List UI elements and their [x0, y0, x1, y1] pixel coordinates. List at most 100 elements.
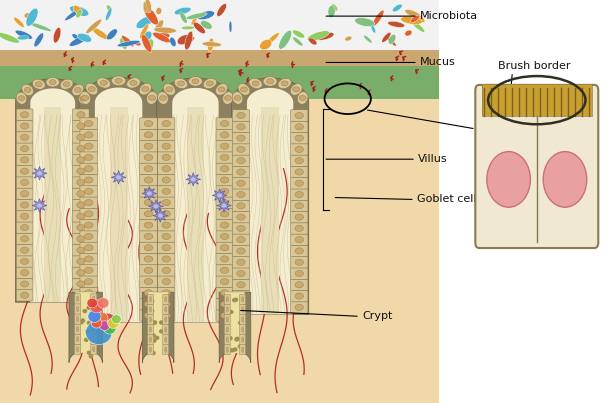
Ellipse shape	[84, 301, 93, 307]
Polygon shape	[187, 107, 204, 322]
Ellipse shape	[144, 290, 152, 296]
FancyBboxPatch shape	[140, 129, 157, 141]
Ellipse shape	[144, 278, 152, 285]
FancyBboxPatch shape	[290, 200, 308, 212]
Ellipse shape	[278, 78, 291, 89]
FancyBboxPatch shape	[157, 197, 175, 208]
FancyBboxPatch shape	[216, 174, 233, 186]
FancyBboxPatch shape	[216, 264, 233, 276]
FancyBboxPatch shape	[16, 165, 33, 177]
Ellipse shape	[220, 188, 229, 194]
FancyBboxPatch shape	[163, 345, 169, 355]
Ellipse shape	[149, 327, 151, 332]
Ellipse shape	[328, 5, 336, 17]
Ellipse shape	[281, 81, 288, 86]
Ellipse shape	[220, 233, 229, 239]
Ellipse shape	[21, 157, 29, 163]
FancyBboxPatch shape	[74, 324, 81, 334]
Ellipse shape	[140, 24, 149, 38]
Ellipse shape	[229, 21, 232, 32]
Ellipse shape	[185, 31, 193, 50]
Ellipse shape	[144, 301, 152, 307]
FancyBboxPatch shape	[157, 242, 175, 253]
Ellipse shape	[203, 78, 217, 89]
Circle shape	[149, 299, 154, 303]
Ellipse shape	[162, 222, 171, 228]
Ellipse shape	[77, 236, 85, 242]
Polygon shape	[79, 77, 158, 322]
FancyBboxPatch shape	[16, 233, 33, 245]
Ellipse shape	[77, 258, 85, 264]
FancyBboxPatch shape	[73, 131, 89, 143]
FancyBboxPatch shape	[80, 231, 98, 242]
Ellipse shape	[220, 278, 229, 285]
Ellipse shape	[84, 211, 93, 217]
Ellipse shape	[144, 233, 152, 239]
Ellipse shape	[162, 120, 171, 127]
FancyBboxPatch shape	[73, 109, 89, 120]
Ellipse shape	[154, 204, 159, 208]
Ellipse shape	[70, 6, 89, 16]
Ellipse shape	[86, 83, 98, 95]
Ellipse shape	[293, 37, 303, 46]
Circle shape	[152, 339, 157, 343]
FancyBboxPatch shape	[73, 188, 89, 199]
Ellipse shape	[134, 42, 141, 46]
Ellipse shape	[165, 327, 167, 332]
Ellipse shape	[165, 307, 167, 312]
Ellipse shape	[144, 267, 152, 273]
Ellipse shape	[191, 177, 196, 181]
FancyBboxPatch shape	[74, 294, 81, 304]
Ellipse shape	[77, 134, 85, 140]
FancyBboxPatch shape	[80, 287, 98, 299]
Ellipse shape	[315, 32, 334, 40]
FancyBboxPatch shape	[232, 121, 249, 133]
Ellipse shape	[178, 35, 190, 45]
Polygon shape	[186, 172, 201, 186]
Circle shape	[159, 329, 163, 334]
FancyBboxPatch shape	[16, 244, 33, 256]
Ellipse shape	[149, 337, 151, 343]
FancyBboxPatch shape	[140, 163, 157, 174]
Ellipse shape	[142, 87, 149, 91]
Circle shape	[85, 329, 90, 334]
Ellipse shape	[21, 224, 29, 231]
FancyBboxPatch shape	[157, 298, 175, 310]
Ellipse shape	[165, 347, 167, 353]
Ellipse shape	[21, 168, 29, 174]
Polygon shape	[261, 107, 279, 314]
FancyBboxPatch shape	[224, 345, 231, 355]
Circle shape	[238, 344, 243, 349]
FancyBboxPatch shape	[232, 143, 249, 155]
FancyBboxPatch shape	[240, 304, 246, 314]
Polygon shape	[75, 292, 96, 360]
Ellipse shape	[192, 79, 199, 84]
Ellipse shape	[76, 316, 79, 322]
Polygon shape	[111, 170, 126, 184]
FancyBboxPatch shape	[80, 264, 98, 276]
Ellipse shape	[154, 27, 176, 33]
Ellipse shape	[220, 256, 229, 262]
FancyBboxPatch shape	[74, 334, 81, 344]
Ellipse shape	[143, 6, 158, 25]
FancyBboxPatch shape	[80, 310, 98, 321]
Ellipse shape	[226, 307, 228, 312]
Ellipse shape	[76, 326, 79, 332]
FancyBboxPatch shape	[80, 219, 98, 231]
FancyBboxPatch shape	[73, 289, 89, 301]
Ellipse shape	[77, 123, 85, 129]
Ellipse shape	[295, 304, 304, 310]
Ellipse shape	[152, 32, 171, 43]
Ellipse shape	[371, 25, 376, 33]
Ellipse shape	[149, 307, 151, 312]
FancyBboxPatch shape	[157, 208, 175, 220]
FancyBboxPatch shape	[290, 110, 308, 121]
Circle shape	[149, 309, 154, 313]
Circle shape	[234, 297, 239, 302]
FancyBboxPatch shape	[140, 152, 157, 163]
Ellipse shape	[237, 259, 245, 265]
FancyBboxPatch shape	[157, 219, 175, 231]
Ellipse shape	[260, 39, 272, 50]
Ellipse shape	[84, 312, 93, 318]
FancyBboxPatch shape	[290, 177, 308, 189]
